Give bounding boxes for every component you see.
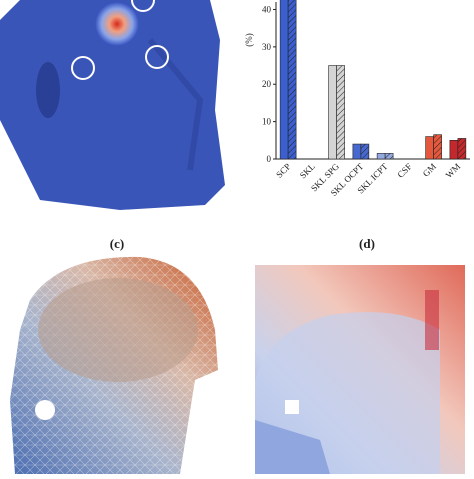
y-axis-label: (%) [244, 33, 254, 47]
y-tick-label: 20 [262, 79, 272, 89]
bar [433, 134, 442, 160]
slice-render [255, 265, 465, 474]
y-tick-label: 40 [262, 4, 272, 14]
bar [376, 153, 386, 160]
y-tick-label: 0 [267, 154, 272, 164]
bar [279, 0, 289, 160]
y-tick-label: 10 [262, 117, 272, 127]
panel-label: (c) [110, 236, 124, 251]
x-tick-label: WM [444, 161, 463, 180]
bar [336, 65, 345, 160]
x-tick-label: SCP [274, 161, 292, 179]
bar [384, 153, 394, 160]
y-tick-label: 30 [262, 42, 272, 52]
x-tick-label: CSF [395, 161, 413, 179]
panel-label: (d) [359, 236, 375, 251]
bar [457, 138, 467, 160]
bar [328, 65, 337, 160]
bar [352, 143, 362, 160]
bars [279, 0, 467, 160]
head-render [0, 0, 225, 210]
mesh-render [10, 256, 218, 474]
bar [425, 136, 434, 160]
bar [360, 143, 370, 160]
bar [287, 0, 297, 160]
bar [449, 140, 459, 160]
x-tick-label: GM [421, 161, 438, 178]
x-tick-label: SKL [298, 161, 317, 180]
